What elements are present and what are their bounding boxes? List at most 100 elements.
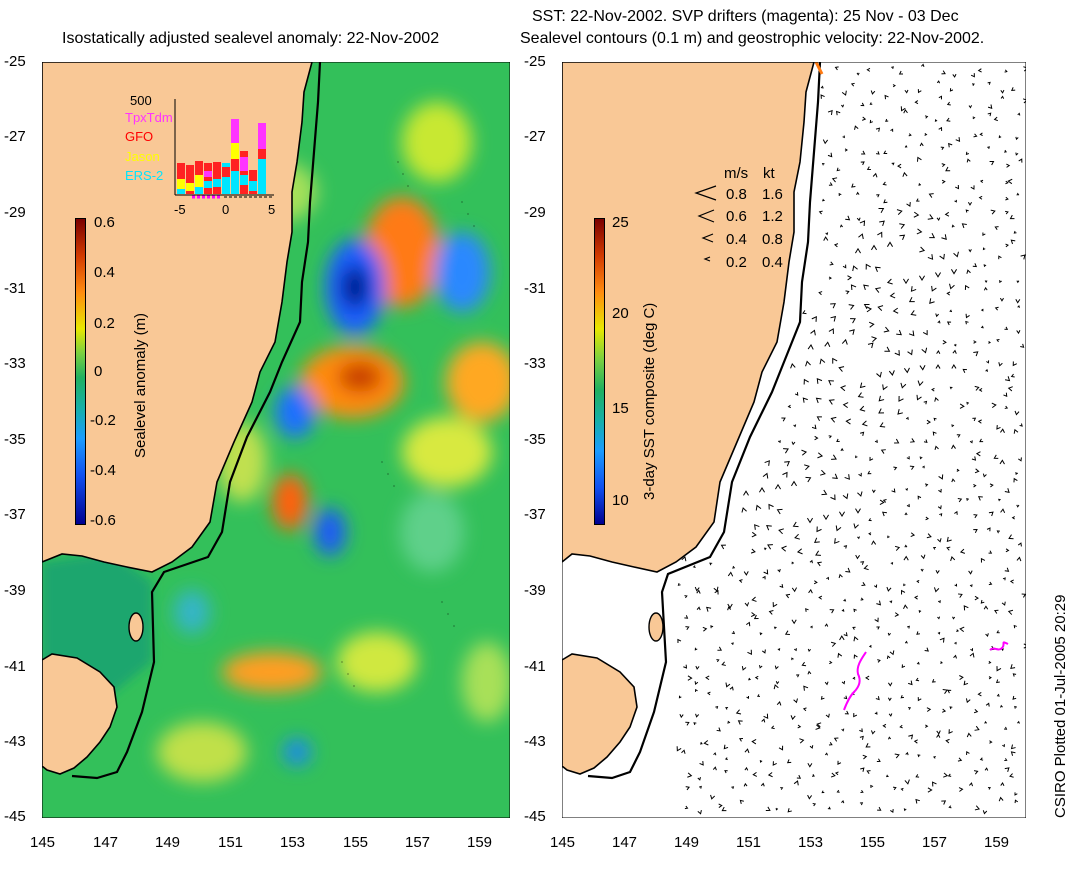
velocity-key-arrows — [694, 185, 717, 262]
mainland-landmass — [562, 62, 815, 573]
velocity-arrow — [898, 70, 904, 75]
velocity-arrow — [820, 94, 825, 99]
velocity-arrow — [821, 489, 828, 496]
velocity-arrow — [1015, 299, 1021, 304]
velocity-arrow — [697, 810, 702, 815]
velocity-arrow — [773, 626, 777, 630]
velocity-arrow — [967, 201, 973, 206]
velocity-arrow — [887, 697, 892, 702]
left-lat-tick: -45 — [4, 808, 26, 825]
velocity-arrow — [750, 612, 756, 618]
velocity-arrow — [919, 456, 923, 460]
velocity-arrow — [917, 89, 922, 94]
velocity-arrow — [953, 654, 957, 659]
velocity-arrow — [977, 68, 982, 73]
velocity-arrow — [959, 626, 965, 632]
velocity-arrow — [866, 306, 872, 313]
velocity-arrow — [899, 234, 906, 241]
left-lat-tick: -41 — [4, 658, 26, 675]
velocity-arrow — [1005, 548, 1010, 553]
velocity-arrow — [834, 771, 839, 776]
velocity-arrow — [851, 183, 856, 188]
tasmania-landmass — [42, 653, 118, 775]
velocity-arrow — [696, 589, 701, 594]
velocity-arrow — [845, 567, 851, 573]
velocity-arrow — [1010, 744, 1016, 750]
velocity-arrow — [950, 269, 958, 275]
velocity-arrow — [941, 179, 946, 184]
velocity-arrow — [888, 370, 895, 376]
velocity-arrow — [937, 505, 942, 510]
velocity-arrow — [983, 605, 989, 610]
velocity-arrow — [988, 660, 992, 664]
velocity-arrow — [904, 512, 908, 516]
velocity-arrow — [721, 806, 727, 812]
velocity-arrow — [812, 803, 817, 807]
velocity-arrow — [797, 724, 802, 729]
velocity-arrow — [884, 94, 889, 100]
velocity-arrow — [1004, 149, 1007, 153]
velocity-arrow — [946, 101, 951, 106]
velocity-arrow — [784, 630, 790, 635]
velocity-arrow — [776, 508, 783, 515]
velocity-arrow — [969, 440, 973, 444]
velocity-arrow — [948, 805, 952, 809]
velocity-arrow — [877, 806, 882, 811]
velocity-arrow — [1005, 210, 1009, 215]
velocity-arrow — [996, 339, 1000, 343]
velocity-arrow — [926, 533, 932, 539]
velocity-arrow — [946, 321, 952, 326]
velocity-arrow — [1007, 178, 1013, 185]
velocity-arrow — [1002, 577, 1006, 581]
velocity-arrow — [968, 782, 973, 787]
velocity-arrow — [853, 636, 859, 642]
right-lat-tick: -41 — [524, 658, 546, 675]
velocity-arrow — [977, 496, 983, 501]
velocity-arrow — [889, 600, 893, 604]
velocity-arrow — [994, 306, 999, 311]
velocity-arrow — [845, 290, 850, 295]
velocity-arrow — [969, 584, 973, 588]
velocity-arrow — [871, 489, 876, 494]
velocity-arrow — [985, 633, 989, 637]
velocity-arrow — [850, 284, 857, 291]
velocity-arrow — [985, 368, 989, 372]
velocity-arrow — [1014, 792, 1018, 796]
velocity-arrow — [894, 612, 900, 617]
velocity-arrow — [869, 456, 874, 462]
velocity-arrow — [754, 524, 760, 530]
velocity-arrow — [871, 336, 878, 343]
velocity-arrow — [957, 593, 963, 598]
velocity-arrow — [780, 545, 787, 552]
velocity-arrow — [936, 733, 941, 738]
velocity-arrow — [985, 702, 990, 707]
velocity-arrow — [779, 584, 784, 588]
velocity-arrow — [883, 326, 890, 333]
velocity-arrow — [744, 748, 750, 754]
velocity-arrow — [762, 472, 769, 479]
velocity-arrow — [979, 757, 984, 761]
velocity-arrow — [1008, 534, 1014, 540]
velocity-arrow — [830, 494, 836, 501]
velocity-arrow — [697, 777, 701, 781]
velocity-arrow — [727, 720, 731, 724]
velocity-arrow — [955, 137, 961, 142]
velocity-arrow — [857, 392, 864, 398]
velocity-arrow — [845, 418, 852, 425]
velocity-arrow — [866, 67, 871, 72]
velocity-arrow — [914, 595, 919, 600]
velocity-arrow — [877, 231, 883, 238]
velocity-arrow — [844, 148, 848, 152]
velocity-arrow — [877, 659, 881, 663]
velocity-arrow — [811, 424, 817, 430]
right-lon-tick: 159 — [984, 834, 1010, 851]
velocity-arrow — [949, 706, 953, 710]
velocity-arrow — [816, 378, 823, 384]
velocity-arrow — [1014, 799, 1019, 804]
velocity-arrow — [759, 664, 763, 669]
velocity-arrow — [842, 135, 845, 139]
velocity-arrow — [847, 275, 853, 281]
velocity-arrow — [987, 81, 991, 85]
velocity-arrow — [807, 670, 812, 675]
